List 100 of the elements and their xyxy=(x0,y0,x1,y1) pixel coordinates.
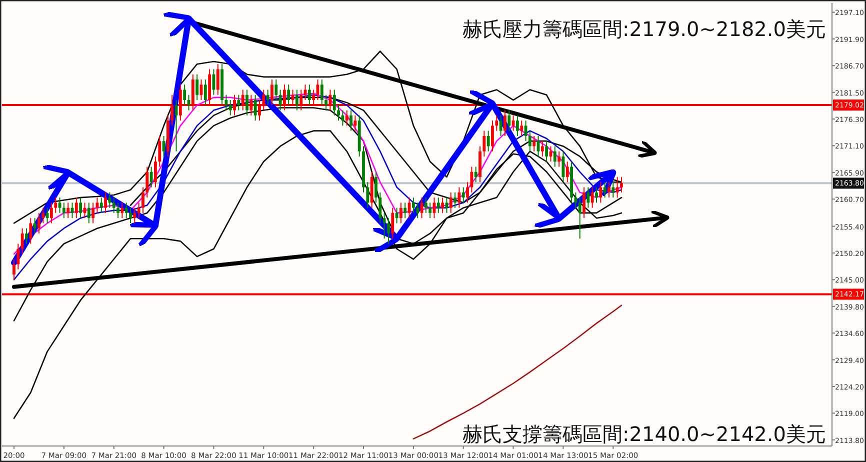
candlestick xyxy=(341,110,344,126)
candlestick xyxy=(470,166,474,193)
candlestick xyxy=(133,207,136,224)
candlestick xyxy=(612,182,615,198)
candlestick xyxy=(504,110,506,136)
candlestick xyxy=(599,182,602,204)
candlestick xyxy=(545,140,548,162)
candlestick xyxy=(608,182,610,198)
candlestick xyxy=(586,186,590,208)
candlestick xyxy=(366,182,370,208)
candlestick xyxy=(50,202,53,224)
candlestick xyxy=(454,192,456,208)
candlestick xyxy=(254,94,257,122)
candlestick xyxy=(499,114,502,136)
candlestick xyxy=(87,202,90,224)
candlestick xyxy=(120,202,124,219)
candlestick xyxy=(553,146,556,168)
candlestick xyxy=(25,228,28,244)
candlestick xyxy=(158,135,162,168)
candlestick xyxy=(29,218,32,244)
candlestick xyxy=(603,182,606,198)
candlestick xyxy=(287,84,290,106)
candlestick xyxy=(458,186,461,208)
candlestick xyxy=(354,114,357,132)
candlestick xyxy=(566,161,569,183)
candlestick xyxy=(474,166,478,183)
candlestick xyxy=(574,192,578,208)
candlestick xyxy=(412,197,415,214)
text: 赫氏壓力籌碼區間:2179.0~2182.0美元 xyxy=(462,17,826,41)
candlestick xyxy=(590,186,594,208)
candlestick xyxy=(391,207,394,240)
candlestick xyxy=(324,94,328,111)
candlestick xyxy=(108,192,112,208)
candlestick xyxy=(495,114,498,132)
candlestick xyxy=(150,166,153,188)
candlestick xyxy=(416,202,420,219)
candlestick xyxy=(237,94,240,111)
candlestick xyxy=(374,171,378,204)
candlestick xyxy=(204,78,207,106)
candlestick xyxy=(520,120,524,136)
candlestick xyxy=(79,197,82,219)
candlestick xyxy=(558,150,561,168)
candlestick xyxy=(582,186,586,219)
candlestick xyxy=(104,192,107,214)
candlestick xyxy=(16,243,20,270)
candlestick xyxy=(620,176,623,193)
candlestick xyxy=(486,130,490,152)
candlestick xyxy=(246,89,248,116)
candlestick xyxy=(578,197,582,240)
candlestick xyxy=(38,212,40,234)
candlestick xyxy=(516,114,519,136)
candlestick xyxy=(308,84,311,106)
candlestick xyxy=(274,78,278,101)
candlestick xyxy=(54,197,58,214)
candlestick xyxy=(20,228,24,255)
candlestick xyxy=(66,202,70,219)
candlestick xyxy=(196,74,199,101)
candlestick xyxy=(116,202,120,219)
candlestick xyxy=(382,212,386,240)
candlestick xyxy=(508,110,511,132)
candlestick xyxy=(424,197,428,214)
candlestick xyxy=(462,186,465,204)
candlestick xyxy=(183,84,186,106)
candlestick xyxy=(295,89,298,111)
candlestick xyxy=(74,197,78,219)
candlestick xyxy=(337,104,340,122)
candlestick xyxy=(466,182,469,204)
candlestick xyxy=(436,197,440,214)
candlestick xyxy=(345,110,348,126)
candlestick xyxy=(528,130,532,152)
candlestick xyxy=(387,218,390,244)
candlestick xyxy=(100,197,103,214)
candlestick xyxy=(540,140,544,157)
candlestick xyxy=(320,78,324,106)
candlestick xyxy=(399,202,402,224)
candlestick xyxy=(404,202,407,219)
candlestick xyxy=(96,197,99,214)
candlestick xyxy=(595,186,598,204)
candlestick xyxy=(216,64,220,96)
candlestick xyxy=(428,202,432,219)
candlestick xyxy=(266,89,270,106)
candlestick xyxy=(482,130,486,157)
candlestick xyxy=(58,197,62,214)
candlestick xyxy=(228,100,232,116)
candlestick xyxy=(224,94,228,111)
annotation: 赫氏支撐籌碼區間:2140.0~2142.0美元 xyxy=(462,422,826,446)
candlestick xyxy=(112,197,116,214)
candlestick xyxy=(146,166,149,198)
candlestick xyxy=(12,258,16,280)
candlestick xyxy=(350,110,352,132)
candlestick xyxy=(491,120,494,152)
candlestick xyxy=(92,202,95,224)
candlestick xyxy=(142,186,144,214)
candlestick xyxy=(42,207,45,224)
candlestick xyxy=(154,156,157,188)
candlestick xyxy=(449,192,452,214)
candlestick xyxy=(616,176,619,198)
candlestick xyxy=(124,202,128,219)
candlestick xyxy=(532,135,536,152)
candlestick xyxy=(441,197,444,214)
